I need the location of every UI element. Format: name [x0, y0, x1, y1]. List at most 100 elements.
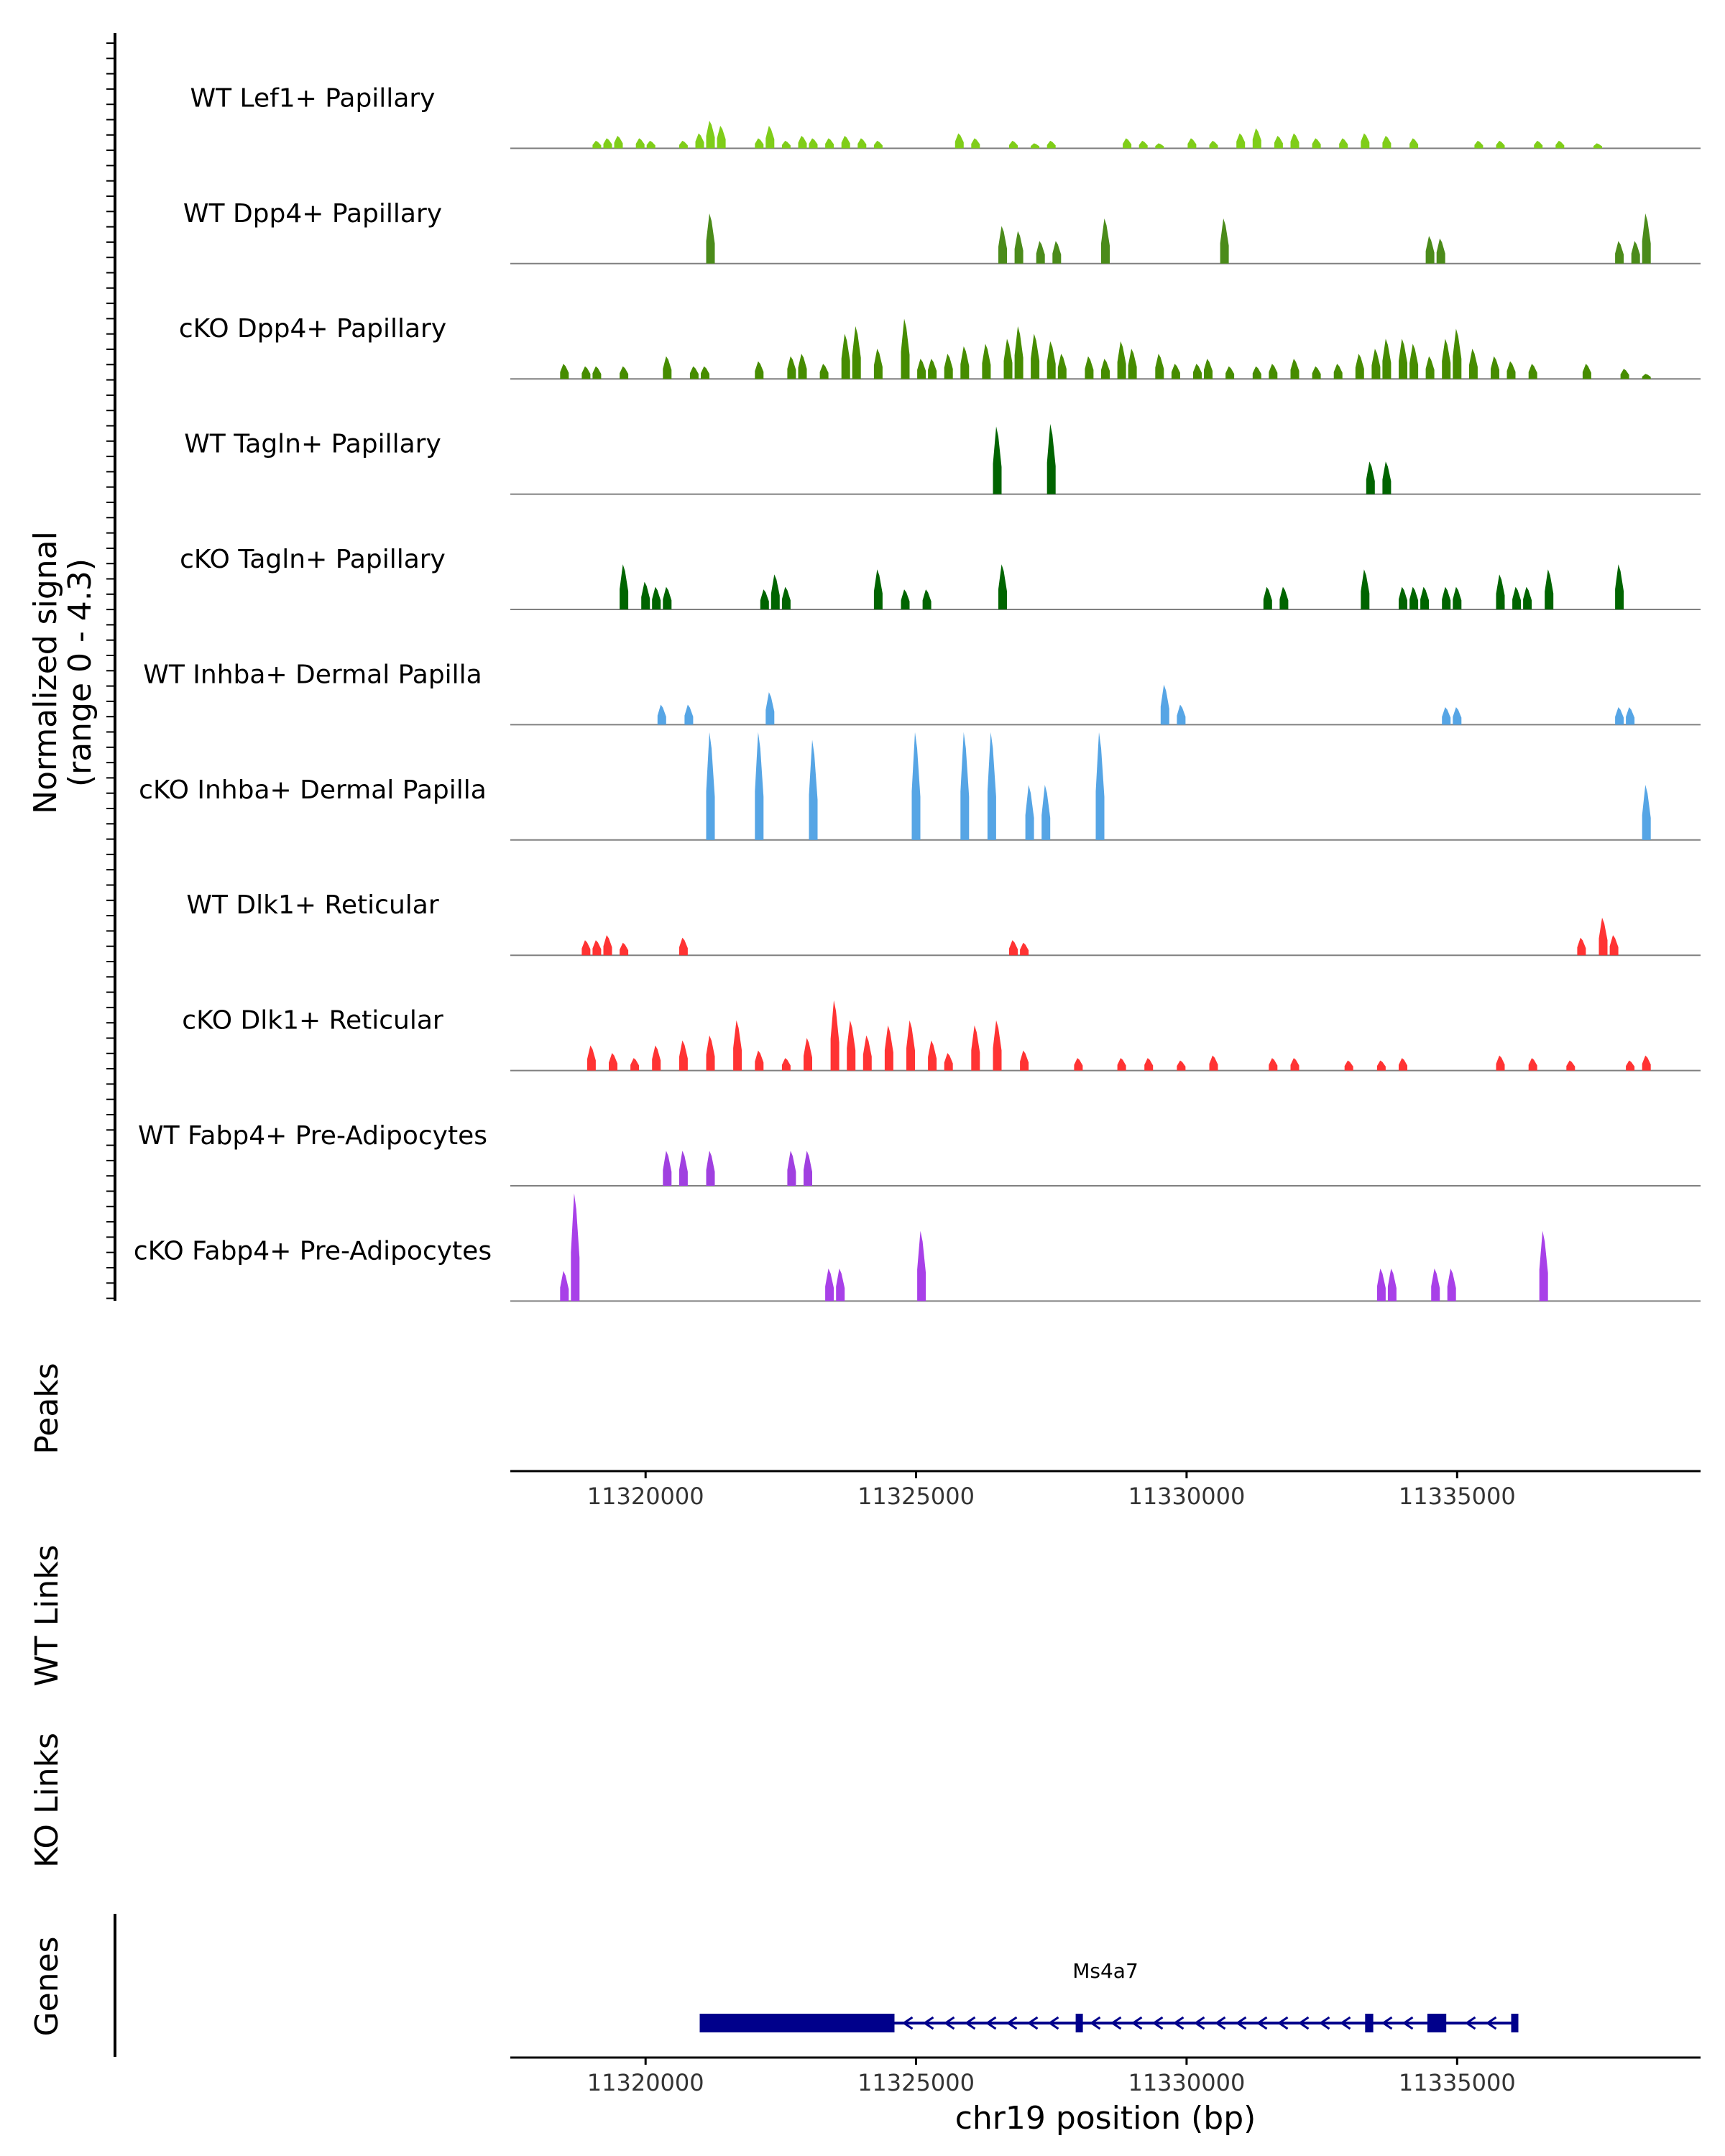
signal-peak — [630, 1058, 640, 1071]
signal-peak — [1101, 218, 1110, 264]
track-label-cko-dpp4-papillary: cKO Dpp4+ Papillary — [179, 314, 446, 344]
signal-peak — [1333, 364, 1343, 379]
signal-peak — [1036, 241, 1045, 264]
signal-peak — [560, 1271, 569, 1302]
signal-peak — [1177, 704, 1186, 725]
gene-exon — [1365, 2014, 1374, 2032]
signal-peak — [804, 1151, 812, 1186]
signal-peak — [1041, 785, 1051, 840]
signal-peak — [1052, 241, 1062, 264]
track-label-cko-dlk1-reticular: cKO Dlk1+ Reticular — [182, 1006, 443, 1036]
strand-arrow — [1297, 2016, 1310, 2030]
signal-peak — [922, 589, 932, 609]
peaks-x-tick-label: 11330000 — [1128, 1483, 1245, 1510]
signal-peak — [1031, 143, 1040, 149]
signal-peak — [917, 359, 926, 379]
signal-peak — [1425, 236, 1435, 264]
genes-x-tick-label: 11330000 — [1128, 2069, 1245, 2096]
genes-x-axis-ticks: 11320000 11325000 11330000 11335000 — [587, 2058, 1516, 2096]
signal-peak — [809, 138, 818, 149]
peaks-track-label: Peaks — [29, 1363, 65, 1454]
track-wt-dlk1-reticular: WT Dlk1+ Reticular — [186, 890, 1701, 957]
signal-peak — [1252, 366, 1261, 379]
track-cko-fabp4-pre-adipocytes: cKO Fabp4+ Pre-Adipocytes — [134, 1193, 1701, 1302]
signal-peak — [1409, 586, 1419, 609]
peaks-x-tick-label: 11320000 — [587, 1483, 704, 1510]
signal-peak — [819, 364, 829, 379]
signal-peak — [652, 586, 661, 609]
signal-peak — [586, 1045, 596, 1071]
signal-peak — [760, 589, 769, 609]
track-wt-lef1-papillary: WT Lef1+ Papillary — [190, 83, 1701, 149]
signal-peak — [787, 356, 796, 379]
signal-peak — [581, 940, 591, 956]
signal-peak — [706, 213, 715, 264]
strand-arrow — [1339, 2016, 1351, 2030]
coverage-y-label-range: (range 0 - 4.3) — [62, 558, 98, 787]
signal-peak — [1566, 1060, 1576, 1071]
signal-peak — [1123, 138, 1132, 149]
ko-links-track-label: KO Links — [29, 1733, 65, 1868]
genes-track-label: Genes — [29, 1936, 65, 2036]
signal-peak — [1220, 218, 1229, 264]
signal-peak — [620, 942, 629, 956]
signal-peak — [1631, 241, 1640, 264]
track-label-wt-dpp4-papillary: WT Dpp4+ Papillary — [183, 199, 442, 229]
signal-peak — [663, 1151, 672, 1186]
signal-peak — [857, 138, 867, 149]
signal-peak — [1138, 140, 1148, 149]
signal-peak — [1382, 338, 1392, 379]
signal-peak — [592, 140, 602, 149]
strand-arrow — [985, 2016, 997, 2030]
signal-peak — [1144, 1058, 1154, 1071]
signal-peak — [993, 426, 1002, 494]
signal-peak — [1074, 1058, 1083, 1071]
strand-arrow — [1151, 2016, 1164, 2030]
signal-peak — [954, 133, 964, 149]
signal-peak — [1361, 133, 1370, 149]
signal-peak — [1355, 354, 1364, 379]
signal-peak — [1615, 241, 1624, 264]
signal-peak — [1642, 1055, 1651, 1071]
signal-peak — [1523, 586, 1532, 609]
signal-peak — [971, 1025, 980, 1071]
signal-peak — [1642, 213, 1651, 264]
signal-peak — [1209, 140, 1218, 149]
signal-peak — [1160, 684, 1169, 725]
signal-peak — [1387, 1268, 1397, 1302]
signal-peak — [1474, 140, 1484, 149]
signal-peak — [635, 138, 645, 149]
peaks-x-tick-label: 11325000 — [857, 1483, 975, 1510]
signal-peak — [1453, 586, 1462, 609]
signal-peak — [987, 732, 996, 840]
signal-peak — [1545, 569, 1554, 609]
signal-peak — [765, 692, 775, 725]
signal-peak — [906, 1020, 915, 1071]
signal-peak — [1236, 133, 1246, 149]
signal-peak — [1468, 349, 1478, 379]
coverage-y-label: Normalized signal — [27, 531, 64, 814]
signal-peak — [1620, 369, 1629, 379]
genes-x-tick-label: 11335000 — [1399, 2069, 1516, 2096]
signal-peak — [1496, 1055, 1505, 1071]
signal-peak — [1582, 364, 1591, 379]
signal-peak — [1420, 586, 1430, 609]
signal-peak — [1442, 707, 1451, 725]
signal-peak — [847, 1020, 856, 1071]
signal-peak — [781, 586, 791, 609]
signal-peak — [1204, 359, 1213, 379]
signal-peak — [641, 581, 650, 609]
signal-peak — [755, 361, 764, 379]
signal-peak — [1177, 1060, 1186, 1071]
signal-peak — [1009, 940, 1018, 956]
track-wt-fabp4-pre-adipocytes: WT Fabp4+ Pre-Adipocytes — [138, 1121, 1701, 1187]
signal-peak — [1155, 354, 1164, 379]
signal-peak — [1376, 1060, 1386, 1071]
gene-label: Ms4a7 — [1072, 1959, 1138, 1983]
strand-arrow — [1381, 2016, 1393, 2030]
signal-peak — [614, 136, 623, 149]
peaks-x-axis-ticks: 11320000 11325000 11330000 11335000 — [587, 1471, 1516, 1510]
signal-peak — [1014, 231, 1024, 264]
signal-peak — [993, 1020, 1002, 1071]
signal-peak — [571, 1193, 580, 1302]
